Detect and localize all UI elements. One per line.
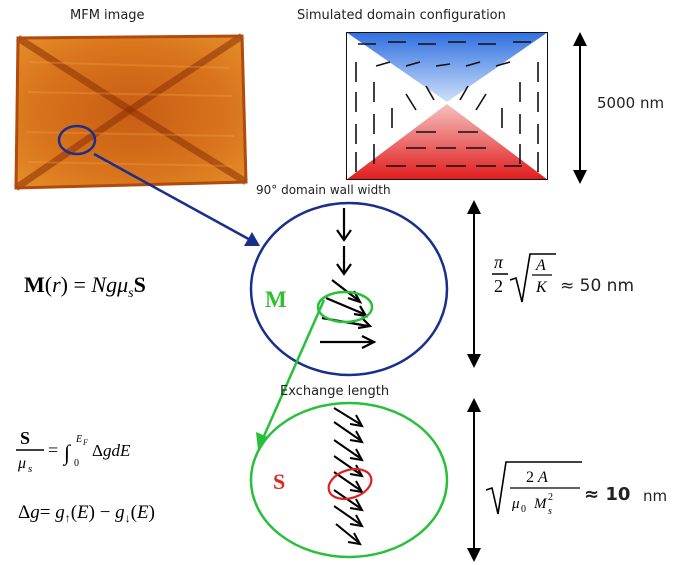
exchange-circle <box>249 401 449 559</box>
svg-text:0: 0 <box>521 504 526 515</box>
exchange-length-unit: nm <box>643 487 668 505</box>
exchange-length-value: ≈ 10 <box>584 484 631 505</box>
svg-text:μ: μ <box>511 496 520 512</box>
exchange-scale-arrow <box>467 398 481 562</box>
wall-width-value: ≈ 50 nm <box>560 276 635 296</box>
svg-text:∫: ∫ <box>62 440 72 466</box>
spin-integral-equation: S μ s = ∫ 0 E F ΔgdE <box>16 428 131 475</box>
svg-text:K: K <box>535 279 548 296</box>
svg-text:s: s <box>548 506 552 517</box>
S-symbol: S <box>273 469 286 494</box>
svg-text:s: s <box>28 463 32 475</box>
wall-width-scale-arrow <box>467 200 481 368</box>
svg-text:μ: μ <box>17 455 26 472</box>
svg-text:ΔgdE: ΔgdE <box>92 441 131 460</box>
simulated-configuration-title: Simulated domain configuration <box>297 8 506 23</box>
svg-text:Δg= g↑(E) − g↓(E): Δg= g↑(E) − g↓(E) <box>18 502 155 525</box>
exchange-length-formula: 2 A μ 0 M 2 s <box>485 461 582 517</box>
mfm-image-title: MFM image <box>70 8 145 23</box>
svg-text:E: E <box>75 434 82 445</box>
svg-text:0: 0 <box>74 458 79 469</box>
svg-text:F: F <box>82 438 88 447</box>
svg-text:M(r) = NgμsS: M(r) = NgμsS <box>24 272 146 301</box>
svg-text:M: M <box>533 496 548 512</box>
mfm-selection-circle <box>57 124 97 156</box>
delta-g-equation: Δg= g↑(E) − g↓(E) <box>18 502 155 525</box>
magnetization-equation: M(r) = NgμsS <box>24 272 146 301</box>
mfm-to-wall-arrow <box>93 152 260 246</box>
height-scale-arrow <box>573 32 587 184</box>
svg-text:S: S <box>20 428 30 448</box>
domain-wall-circle <box>249 201 449 377</box>
svg-text:2 A: 2 A <box>526 469 548 486</box>
mfm-image <box>14 33 248 191</box>
wall-width-formula: π 2 A K <box>492 252 556 303</box>
svg-text:2: 2 <box>494 276 503 296</box>
svg-text:=: = <box>48 440 58 460</box>
M-symbol: M <box>265 287 287 312</box>
height-scale-label: 5000 nm <box>597 94 665 112</box>
svg-text:A: A <box>535 257 546 274</box>
exchange-length-label: Exchange length <box>280 384 390 399</box>
simulated-domain-map <box>346 32 548 180</box>
svg-text:π: π <box>494 252 504 272</box>
svg-text:2: 2 <box>548 492 553 503</box>
domain-wall-width-label: 90° domain wall width <box>256 183 391 197</box>
